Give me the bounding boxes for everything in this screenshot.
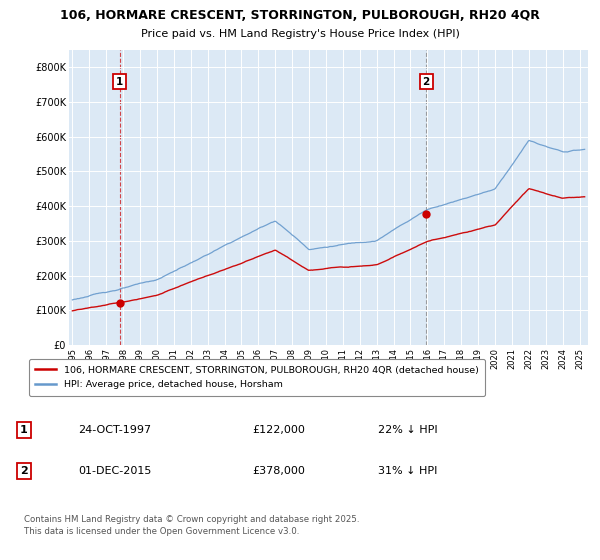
Text: 2: 2: [422, 77, 430, 87]
Text: £378,000: £378,000: [252, 466, 305, 476]
Text: £122,000: £122,000: [252, 425, 305, 435]
Text: 22% ↓ HPI: 22% ↓ HPI: [378, 425, 437, 435]
Text: 31% ↓ HPI: 31% ↓ HPI: [378, 466, 437, 476]
Legend: 106, HORMARE CRESCENT, STORRINGTON, PULBOROUGH, RH20 4QR (detached house), HPI: : 106, HORMARE CRESCENT, STORRINGTON, PULB…: [29, 360, 485, 396]
Text: 2: 2: [20, 466, 28, 476]
Text: 1: 1: [116, 77, 124, 87]
Text: 24-OCT-1997: 24-OCT-1997: [78, 425, 151, 435]
Text: Price paid vs. HM Land Registry's House Price Index (HPI): Price paid vs. HM Land Registry's House …: [140, 29, 460, 39]
Text: Contains HM Land Registry data © Crown copyright and database right 2025.
This d: Contains HM Land Registry data © Crown c…: [24, 515, 359, 536]
Text: 1: 1: [20, 425, 28, 435]
Text: 106, HORMARE CRESCENT, STORRINGTON, PULBOROUGH, RH20 4QR: 106, HORMARE CRESCENT, STORRINGTON, PULB…: [60, 9, 540, 22]
Text: 01-DEC-2015: 01-DEC-2015: [78, 466, 151, 476]
